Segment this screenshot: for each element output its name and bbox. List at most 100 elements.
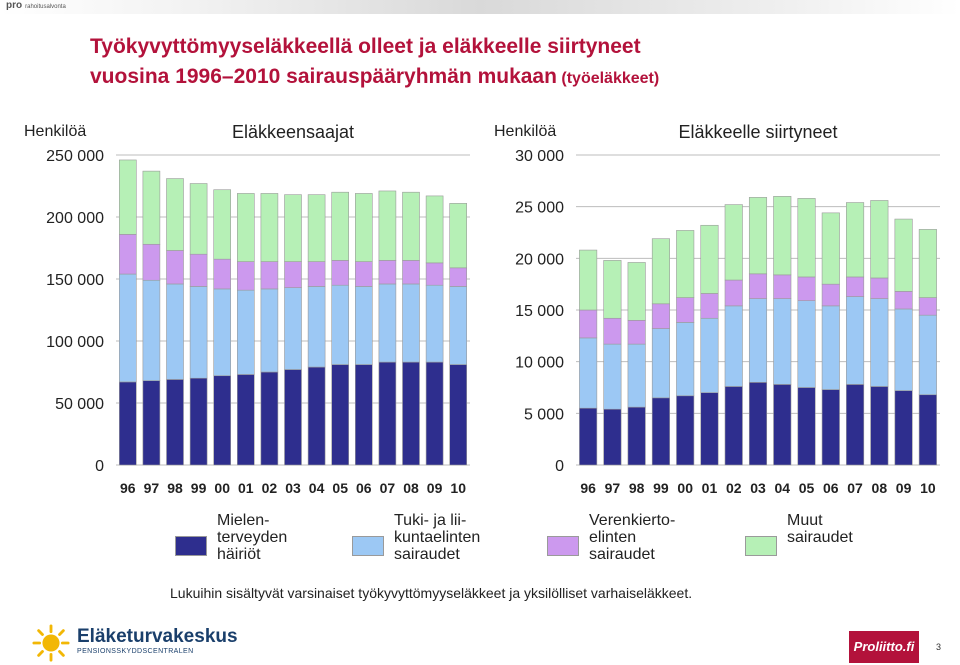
bar-segment-mental	[331, 364, 349, 466]
bar-segment-mental	[748, 382, 768, 466]
bar-segment-mental	[603, 408, 622, 466]
bar-segment-cardio	[142, 243, 161, 281]
bar-segment-mental	[213, 375, 231, 466]
bar-segment-musculo	[894, 308, 913, 391]
bar-segment-other	[166, 178, 184, 251]
bar-segment-cardio	[700, 293, 719, 319]
bar-segment-mental	[284, 369, 302, 466]
x-tick-label: 10	[450, 480, 466, 496]
bar-segment-mental	[797, 387, 816, 466]
bar-segment-other	[894, 218, 913, 292]
bar-segment-cardio	[425, 262, 444, 286]
bar-segment-cardio	[676, 297, 695, 323]
bar-segment-mental	[579, 407, 598, 466]
bar-segment-mental	[651, 397, 670, 466]
y-tick-label: 100 000	[46, 334, 104, 351]
bar-segment-cardio	[260, 261, 279, 290]
bar-segment-mental	[260, 371, 279, 466]
bar-segment-cardio	[603, 317, 622, 345]
bar-segment-other	[355, 193, 373, 262]
bar-segment-musculo	[579, 337, 598, 409]
legend-swatch-other	[745, 536, 777, 556]
bar-segment-musculo	[846, 296, 865, 385]
legend-swatch-musculo	[352, 536, 384, 556]
y-axis-label: Henkilöä	[24, 123, 86, 140]
x-tick-label: 07	[847, 480, 863, 496]
x-tick-label: 09	[896, 480, 912, 496]
y-tick-label: 50 000	[55, 396, 104, 413]
page-title-line2: vuosina 1996–2010 sairauspääryhmän mukaa…	[90, 65, 557, 88]
sun-logo-icon	[32, 624, 70, 662]
bar-segment-cardio	[627, 320, 646, 345]
bar-segment-mental	[724, 386, 743, 466]
bar-segment-cardio	[773, 274, 792, 299]
bar-segment-other	[119, 159, 137, 235]
bar-segment-musculo	[355, 286, 373, 365]
bar-segment-other	[284, 194, 302, 262]
bar-segment-musculo	[119, 273, 137, 383]
legend-label-cardio: Verenkierto- elinten sairaudet	[589, 512, 676, 563]
bar-segment-mental	[355, 364, 373, 466]
bar-segment-mental	[142, 380, 161, 466]
y-axis-label: Henkilöä	[494, 123, 556, 140]
bar-segment-cardio	[284, 261, 302, 288]
bar-segment-musculo	[331, 284, 349, 365]
bar-segment-cardio	[821, 283, 840, 307]
x-tick-label: 02	[262, 480, 278, 496]
y-tick-label: 15 000	[515, 303, 564, 320]
bar-segment-musculo	[189, 286, 208, 379]
partner-logo[interactable]: Proliitto.fi	[849, 631, 919, 663]
x-tick-label: 00	[677, 480, 693, 496]
bar-segment-other	[378, 190, 397, 261]
chart-legend: Mielen- terveyden häiriöt Tuki- ja lii- …	[175, 512, 895, 582]
footer-org-name: Eläketurvakeskus	[77, 626, 238, 647]
bar-segment-musculo	[378, 283, 397, 363]
x-tick-label: 01	[238, 480, 254, 496]
bar-segment-mental	[237, 374, 255, 466]
bar-segment-mental	[378, 361, 397, 466]
x-tick-label: 07	[380, 480, 396, 496]
x-tick-label: 08	[872, 480, 888, 496]
bar-segment-other	[773, 196, 792, 276]
x-tick-label: 01	[702, 480, 718, 496]
page-title-line1: Työkyvyttömyyseläkkeellä olleet ja eläkk…	[90, 35, 641, 58]
bar-segment-musculo	[627, 343, 646, 408]
bar-segment-cardio	[651, 303, 670, 329]
x-tick-label: 09	[427, 480, 443, 496]
x-tick-label: 97	[605, 480, 621, 496]
bar-segment-mental	[449, 364, 467, 466]
x-tick-label: 06	[823, 480, 839, 496]
bar-segment-other	[331, 191, 349, 261]
x-tick-label: 99	[653, 480, 669, 496]
bar-segment-cardio	[213, 258, 231, 290]
bar-segment-other	[449, 203, 467, 269]
legend-label-musculo: Tuki- ja lii- kuntaelinten sairaudet	[394, 512, 481, 563]
x-tick-label: 97	[144, 480, 160, 496]
bar-segment-cardio	[797, 276, 816, 302]
legend-label-other: Muut sairaudet	[787, 512, 853, 546]
bar-segment-mental	[119, 381, 137, 466]
y-tick-label: 5 000	[524, 406, 564, 423]
x-tick-label: 99	[191, 480, 207, 496]
chart-pensioners: Henkilöä Eläkkeensaajat 0 50 000 100 000 150 …	[24, 122, 470, 496]
bar-segment-cardio	[748, 273, 768, 299]
bar-segment-other	[724, 204, 743, 281]
bar-segment-musculo	[748, 298, 768, 383]
bar-segment-other	[821, 212, 840, 285]
bar-segment-other	[425, 195, 444, 264]
y-tick-label: 10 000	[515, 355, 564, 372]
x-tick-label: 03	[750, 480, 766, 496]
bar-segment-cardio	[237, 261, 255, 291]
bar-segment-mental	[700, 392, 719, 466]
y-tick-label: 30 000	[515, 148, 564, 165]
bar-segment-musculo	[260, 288, 279, 373]
x-tick-label: 05	[332, 480, 348, 496]
page-number: 3	[936, 642, 942, 652]
bar-segment-musculo	[425, 284, 444, 363]
bar-segment-musculo	[724, 305, 743, 387]
bar-segment-musculo	[402, 283, 420, 363]
bar-segment-cardio	[119, 234, 137, 275]
page-title: Työkyvyttömyyseläkkeellä olleet ja eläkk…	[90, 32, 950, 94]
bar-segment-musculo	[918, 314, 937, 396]
bar-segment-other	[307, 194, 326, 262]
